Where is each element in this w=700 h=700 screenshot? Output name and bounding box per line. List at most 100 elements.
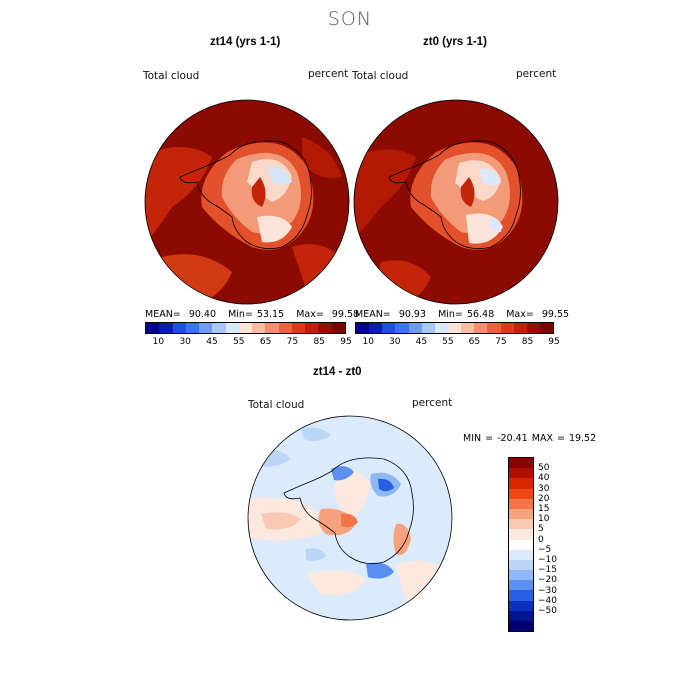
panel-2-units: percent [516, 68, 557, 80]
colorbar-tick-label: 65 [468, 337, 481, 347]
colorbar-swatch [447, 323, 462, 333]
colorbar-swatch [509, 508, 533, 520]
colorbar-swatch [509, 529, 533, 540]
colorbar-tick-label: 15 [538, 504, 550, 514]
colorbar-swatch [509, 549, 533, 560]
colorbar-swatch [172, 323, 186, 333]
colorbar-tick-label: 95 [548, 337, 560, 347]
colorbar-tick-label: 20 [538, 493, 550, 504]
colorbar-swatch [369, 323, 383, 333]
colorbar-tick-label: 30 [179, 337, 191, 347]
panel-2-colorbar-ticks: 10 30 45 55 65 75 85 95 [355, 337, 560, 349]
panel-2-variable: Total cloud [352, 70, 409, 82]
colorbar-tick-label: 40 [538, 473, 550, 484]
panel-2-colorbar [355, 322, 554, 334]
colorbar-tick-label: 85 [313, 337, 325, 347]
colorbar-tick-label: 55 [442, 337, 454, 347]
colorbar-swatch [238, 323, 253, 333]
colorbar-swatch [225, 323, 239, 333]
colorbar-swatch [509, 539, 533, 550]
colorbar-swatch [539, 323, 554, 333]
colorbar-tick-label: 10 [362, 337, 374, 347]
colorbar-tick-label: 75 [495, 337, 507, 347]
colorbar-tick-label: 30 [389, 337, 401, 347]
colorbar-swatch [509, 600, 533, 611]
diff-panel-units: percent [412, 397, 453, 409]
colorbar-tick-label: 55 [233, 337, 245, 347]
colorbar-swatch [356, 323, 370, 333]
colorbar-tick-label: 5 [538, 524, 544, 535]
colorbar-tick-label: 65 [259, 337, 272, 347]
colorbar-tick-label: −15 [538, 565, 557, 576]
diff-panel-stats: MIN = -20.41 MAX = 19.52 [463, 433, 597, 444]
diff-colorbar [508, 457, 534, 633]
panel-1-colorbar-ticks: 10 30 45 55 65 75 85 95 [145, 337, 352, 349]
colorbar-swatch [291, 323, 306, 333]
panel-1-stats: MEAN= 90.40 Min= 53.15 Max= 99.58 [145, 309, 360, 320]
colorbar-swatch [434, 323, 448, 333]
colorbar-swatch [487, 323, 501, 333]
colorbar-swatch [278, 323, 292, 333]
panel-1-map [144, 99, 350, 305]
panel-1-colorbar [145, 322, 346, 334]
colorbar-swatch [509, 559, 533, 571]
colorbar-swatch [408, 323, 422, 333]
panel-2-stats: MEAN= 90.93 Min= 56.48 Max= 99.55 [355, 309, 570, 320]
colorbar-swatch [212, 323, 226, 333]
colorbar-swatch [421, 323, 435, 333]
colorbar-tick-label: −50 [538, 606, 557, 616]
colorbar-swatch [318, 323, 332, 333]
colorbar-tick-label: 10 [152, 337, 165, 347]
panel-2-map [353, 99, 559, 305]
colorbar-tick-label: 95 [340, 337, 352, 347]
diff-panel-title: zt14 - zt0 [313, 366, 362, 378]
panel-1-title: zt14 (yrs 1-1) [210, 36, 281, 48]
panel-1-units: percent [308, 68, 349, 80]
colorbar-swatch [252, 323, 266, 333]
colorbar-swatch [509, 488, 533, 499]
colorbar-tick-label: −40 [538, 595, 557, 606]
colorbar-swatch [509, 590, 533, 601]
colorbar-tick-label: 75 [286, 337, 299, 347]
colorbar-swatch [331, 323, 345, 333]
colorbar-tick-label: −20 [538, 575, 557, 586]
colorbar-tick-label: 85 [521, 337, 534, 347]
panel-1-variable: Total cloud [143, 70, 200, 82]
colorbar-tick-label: −10 [538, 555, 557, 565]
colorbar-swatch [395, 323, 409, 333]
diff-colorbar-ticks: 50 40 30 20 15 10 5 0 −5 −10 −15 −20 −30 −40 −50 [508, 457, 568, 622]
colorbar-swatch [509, 570, 533, 581]
colorbar-tick-label: 50 [538, 463, 550, 474]
figure-title: SON [327, 8, 373, 30]
colorbar-swatch [305, 323, 319, 333]
colorbar-swatch [509, 580, 533, 591]
colorbar-swatch [265, 323, 279, 333]
panel-2-title: zt0 (yrs 1-1) [423, 36, 487, 48]
colorbar-swatch [185, 323, 200, 333]
colorbar-swatch [500, 323, 514, 333]
colorbar-swatch [509, 468, 533, 479]
colorbar-tick-label: −30 [538, 585, 557, 596]
colorbar-swatch [146, 323, 160, 333]
colorbar-tick-label: 45 [415, 337, 428, 347]
colorbar-swatch [513, 323, 527, 333]
colorbar-tick-label: −5 [538, 544, 552, 555]
colorbar-swatch [509, 498, 533, 509]
diff-panel-map [247, 415, 453, 621]
colorbar-swatch [509, 519, 533, 530]
colorbar-swatch [509, 610, 533, 621]
colorbar-swatch [509, 458, 533, 469]
colorbar-swatch [382, 323, 396, 333]
diff-panel-variable: Total cloud [248, 399, 305, 411]
colorbar-swatch [461, 323, 475, 333]
colorbar-swatch [474, 323, 488, 333]
colorbar-tick-label: 30 [538, 483, 550, 494]
colorbar-tick-label: 10 [538, 514, 550, 525]
colorbar-swatch [509, 621, 533, 632]
colorbar-swatch [526, 323, 540, 333]
colorbar-tick-label: 0 [538, 534, 544, 545]
colorbar-tick-label: 45 [206, 337, 218, 347]
colorbar-swatch [199, 323, 213, 333]
colorbar-swatch [159, 323, 173, 333]
colorbar-swatch [509, 478, 533, 489]
